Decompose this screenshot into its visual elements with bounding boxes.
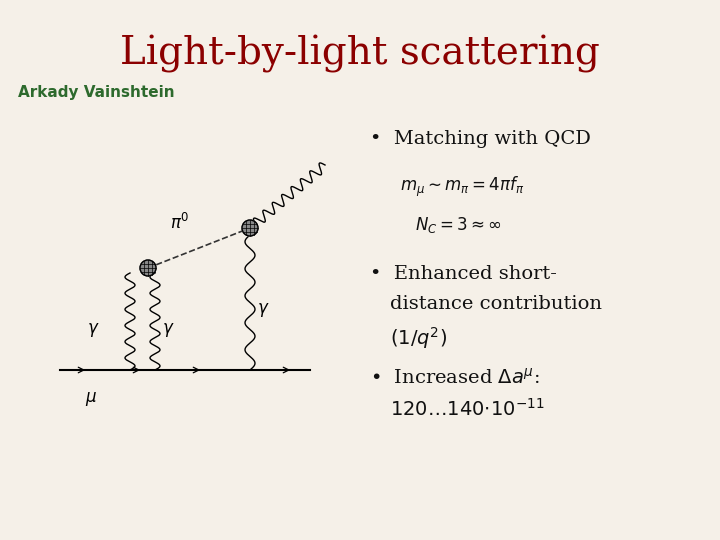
Text: distance contribution: distance contribution [390, 295, 602, 313]
Text: •  Increased $\Delta a^{\mu}$:: • Increased $\Delta a^{\mu}$: [370, 368, 540, 388]
Text: $(1/q^2)$: $(1/q^2)$ [390, 325, 447, 351]
Text: •  Enhanced short-: • Enhanced short- [370, 265, 557, 283]
Text: $\gamma$: $\gamma$ [162, 321, 174, 339]
Text: $120{\ldots}140{\cdot}10^{-11}$: $120{\ldots}140{\cdot}10^{-11}$ [390, 398, 544, 420]
Text: $\gamma$: $\gamma$ [87, 321, 100, 339]
Text: Light-by-light scattering: Light-by-light scattering [120, 35, 600, 73]
Text: •  Matching with QCD: • Matching with QCD [370, 130, 591, 148]
Text: $N_C = 3 \approx \infty$: $N_C = 3 \approx \infty$ [415, 215, 502, 235]
Text: $\pi^0$: $\pi^0$ [170, 213, 189, 233]
Text: $\mu$: $\mu$ [85, 390, 97, 408]
Circle shape [140, 260, 156, 276]
Text: Arkady Vainshtein: Arkady Vainshtein [18, 85, 175, 100]
Text: $m_{\mu} \sim m_{\pi} = 4\pi f_{\pi}$: $m_{\mu} \sim m_{\pi} = 4\pi f_{\pi}$ [400, 175, 524, 199]
Circle shape [242, 220, 258, 236]
Text: $\gamma$: $\gamma$ [257, 301, 269, 319]
